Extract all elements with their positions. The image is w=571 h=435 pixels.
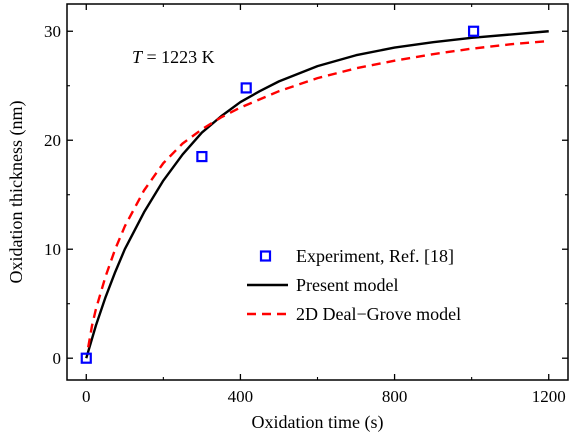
x-tick-label: 1200 <box>532 387 566 406</box>
experiment-point <box>240 82 252 94</box>
experiment-point <box>80 352 92 364</box>
deal-grove-model-line <box>87 39 549 348</box>
legend-marker-experiment <box>259 250 272 262</box>
experiment-point <box>196 150 208 163</box>
x-tick-label: 400 <box>228 387 254 406</box>
y-axis-label: Oxidation thickness (nm) <box>6 101 27 284</box>
plot-area <box>80 25 549 364</box>
temperature-symbol: T <box>132 47 144 67</box>
axes: 0 400 800 1200 0 10 20 30 <box>44 3 569 406</box>
x-axis-label: Oxidation time (s) <box>252 412 384 433</box>
x-tick-label: 0 <box>82 387 91 406</box>
temperature-value: = 1223 K <box>142 47 215 67</box>
y-tick-label: 10 <box>44 240 61 259</box>
y-tick-label: 0 <box>53 349 62 368</box>
x-tick-label: 800 <box>382 387 408 406</box>
legend: Experiment, Ref. [18] Present model 2D Dea… <box>247 246 461 324</box>
legend-label: Experiment, Ref. [18] <box>296 246 454 266</box>
y-tick-label: 30 <box>44 22 61 41</box>
temperature-annotation: T = 1223 K <box>132 47 215 67</box>
present-model-line <box>85 30 549 359</box>
legend-label: Present model <box>296 275 398 295</box>
y-tick-label: 20 <box>44 131 61 150</box>
experiment-point <box>467 25 480 37</box>
legend-label: 2D Deal−Grove model <box>296 304 461 324</box>
